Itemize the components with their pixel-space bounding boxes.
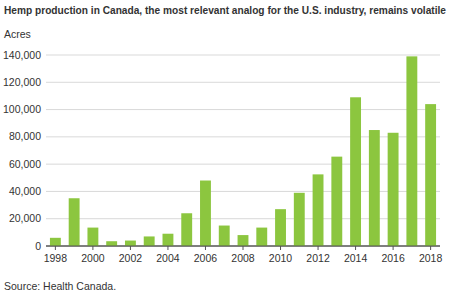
x-tick	[167, 246, 168, 250]
y-axis-label: Acres	[4, 28, 31, 40]
bar	[219, 226, 230, 246]
bars	[50, 56, 436, 246]
x-tick-label: 2014	[344, 252, 368, 264]
grid-line	[46, 164, 440, 165]
grid-line	[46, 218, 440, 219]
bar	[238, 235, 249, 246]
bar	[125, 241, 136, 246]
bar	[181, 213, 192, 246]
bar	[275, 209, 286, 246]
y-tick-label: 80,000	[9, 130, 41, 142]
bar	[369, 130, 380, 246]
title: Hemp production in Canada, the most rele…	[4, 4, 446, 16]
bar	[163, 234, 174, 246]
x-tick-label: 2012	[306, 252, 330, 264]
x-tick-label: 2000	[81, 252, 105, 264]
bar	[256, 228, 267, 246]
y-tick-label: 0	[35, 240, 41, 252]
x-tick-label: 2002	[119, 252, 143, 264]
grid-line	[46, 82, 440, 83]
grid-line	[46, 136, 440, 137]
bar	[406, 56, 417, 246]
x-tick-label: 2004	[156, 252, 180, 264]
grid-line	[46, 109, 440, 110]
grid-line	[46, 55, 440, 56]
x-tick	[205, 246, 206, 250]
x-tick-label: 2006	[194, 252, 218, 264]
y-tick-label: 40,000	[9, 185, 41, 197]
x-tick	[55, 246, 56, 250]
bar	[50, 238, 61, 246]
y-tick-label: 20,000	[9, 212, 41, 224]
bar	[200, 181, 211, 246]
bar	[313, 174, 324, 246]
source: Source: Health Canada.	[4, 280, 116, 292]
x-tick	[280, 246, 281, 250]
x-tick	[318, 246, 319, 250]
chart: Hemp production in Canada, the most rele…	[0, 0, 450, 298]
bar	[331, 157, 342, 246]
x-tick-label: 1998	[44, 252, 68, 264]
bar	[87, 228, 98, 246]
bar	[425, 104, 436, 246]
y-tick-label: 100,000	[3, 103, 41, 115]
y-tick-label: 120,000	[3, 76, 41, 88]
y-tick-label: 140,000	[3, 49, 41, 61]
x-tick	[92, 246, 93, 250]
x-tick	[393, 246, 394, 250]
bar	[69, 198, 80, 246]
bar	[388, 133, 399, 246]
bar	[144, 236, 155, 246]
bar	[106, 241, 117, 246]
x-tick-label: 2010	[269, 252, 293, 264]
x-tick-label: 2016	[381, 252, 405, 264]
x-tick	[130, 246, 131, 250]
y-tick-label: 60,000	[9, 158, 41, 170]
bar	[350, 97, 361, 246]
x-tick	[355, 246, 356, 250]
x-tick-label: 2018	[419, 252, 443, 264]
bar	[294, 193, 305, 246]
grid-line	[46, 191, 440, 192]
x-tick	[430, 246, 431, 250]
x-tick-label: 2008	[231, 252, 255, 264]
x-tick	[243, 246, 244, 250]
